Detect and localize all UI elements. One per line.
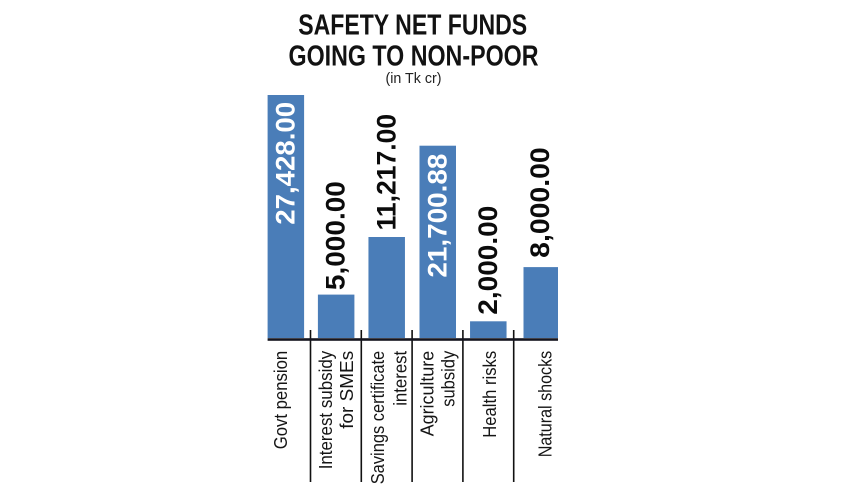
svg-text:SAFETY NET FUNDS: SAFETY NET FUNDS bbox=[298, 10, 527, 42]
svg-text:21,700.88: 21,700.88 bbox=[422, 154, 452, 278]
svg-text:(in Tk cr): (in Tk cr) bbox=[386, 70, 442, 87]
svg-text:GOING TO NON-POOR: GOING TO NON-POOR bbox=[289, 41, 539, 73]
svg-text:Health risks: Health risks bbox=[480, 351, 500, 438]
svg-text:for SMEs: for SMEs bbox=[337, 351, 357, 429]
svg-text:8,000.00: 8,000.00 bbox=[525, 147, 555, 258]
svg-text:Natural shocks: Natural shocks bbox=[535, 351, 555, 458]
svg-text:interest: interest bbox=[390, 351, 410, 406]
svg-text:5,000.00: 5,000.00 bbox=[321, 181, 351, 290]
svg-text:Savings certificate: Savings certificate bbox=[368, 351, 388, 484]
svg-text:27,428.00: 27,428.00 bbox=[270, 102, 300, 225]
svg-text:Interest subsidy: Interest subsidy bbox=[316, 351, 336, 470]
svg-text:11,217.00: 11,217.00 bbox=[372, 114, 402, 231]
svg-text:Govt pension: Govt pension bbox=[271, 351, 291, 450]
svg-text:subsidy: subsidy bbox=[439, 351, 459, 407]
svg-text:Agriculture: Agriculture bbox=[418, 351, 438, 437]
svg-text:2,000.00: 2,000.00 bbox=[473, 206, 503, 315]
